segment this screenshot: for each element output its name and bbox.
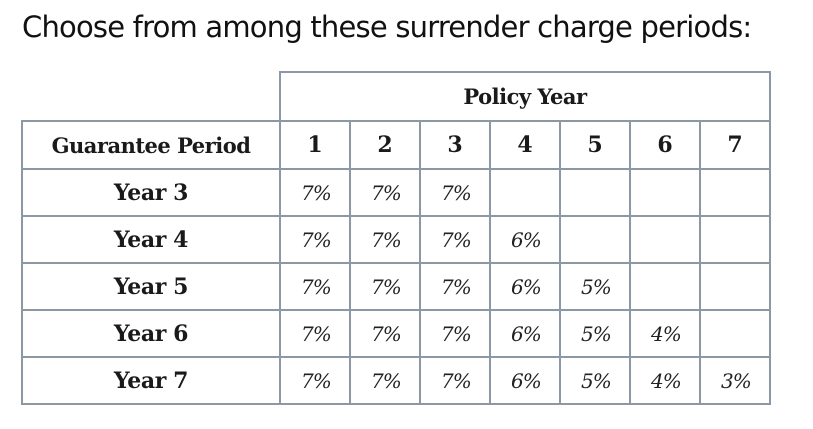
policy-year-header: Policy Year <box>279 71 771 122</box>
table-row: Year 6 7% 7% 7% 6% 5% 4% <box>21 309 771 358</box>
year-number-row: Guarantee Period 1 2 3 4 5 6 7 <box>21 120 771 170</box>
charge-cell: 4% <box>629 356 701 405</box>
charge-cell: 6% <box>489 215 561 264</box>
charge-cell <box>699 215 771 264</box>
charge-cell: 6% <box>489 356 561 405</box>
charge-cell: 7% <box>349 215 421 264</box>
charge-cell <box>489 168 561 217</box>
policy-year-3: 3 <box>419 120 491 170</box>
charge-cell <box>629 262 701 311</box>
table-row: Year 7 7% 7% 7% 6% 5% 4% 3% <box>21 356 771 405</box>
charge-cell <box>629 215 701 264</box>
charge-cell: 7% <box>279 309 351 358</box>
charge-cell: 7% <box>419 168 491 217</box>
charge-cell: 7% <box>279 168 351 217</box>
guarantee-period-label: Year 4 <box>21 215 281 264</box>
guarantee-period-label: Year 6 <box>21 309 281 358</box>
charge-cell: 7% <box>349 168 421 217</box>
charge-cell: 7% <box>279 262 351 311</box>
charge-cell: 7% <box>419 356 491 405</box>
charge-cell: 6% <box>489 262 561 311</box>
charge-cell: 7% <box>349 309 421 358</box>
charge-cell: 3% <box>699 356 771 405</box>
guarantee-period-header: Guarantee Period <box>21 120 281 170</box>
charge-cell: 5% <box>559 356 631 405</box>
policy-year-2: 2 <box>349 120 421 170</box>
charge-cell: 5% <box>559 309 631 358</box>
table-row: Year 4 7% 7% 7% 6% <box>21 215 771 264</box>
charge-cell: 4% <box>629 309 701 358</box>
policy-year-4: 4 <box>489 120 561 170</box>
charge-cell <box>699 168 771 217</box>
charge-cell <box>699 262 771 311</box>
charge-cell: 7% <box>419 262 491 311</box>
charge-cell <box>559 215 631 264</box>
policy-year-7: 7 <box>699 120 771 170</box>
guarantee-period-label: Year 3 <box>21 168 281 217</box>
charge-cell: 7% <box>419 215 491 264</box>
guarantee-period-label: Year 5 <box>21 262 281 311</box>
policy-year-6: 6 <box>629 120 701 170</box>
charge-cell <box>699 309 771 358</box>
table-row: Year 5 7% 7% 7% 6% 5% <box>21 262 771 311</box>
charge-cell: 7% <box>349 356 421 405</box>
charge-cell: 7% <box>349 262 421 311</box>
policy-year-1: 1 <box>279 120 351 170</box>
policy-year-header-row: Policy Year <box>22 71 771 122</box>
surrender-charge-table: Policy Year Guarantee Period 1 2 3 4 5 6… <box>21 71 771 405</box>
page-title: Choose from among these surrender charge… <box>22 10 752 44</box>
charge-cell <box>559 168 631 217</box>
policy-year-5: 5 <box>559 120 631 170</box>
charge-cell: 7% <box>279 215 351 264</box>
corner-cell <box>22 72 281 122</box>
guarantee-period-label: Year 7 <box>21 356 281 405</box>
charge-cell: 5% <box>559 262 631 311</box>
charge-cell: 7% <box>279 356 351 405</box>
table-row: Year 3 7% 7% 7% <box>21 168 771 217</box>
charge-cell: 7% <box>419 309 491 358</box>
charge-cell: 6% <box>489 309 561 358</box>
charge-cell <box>629 168 701 217</box>
